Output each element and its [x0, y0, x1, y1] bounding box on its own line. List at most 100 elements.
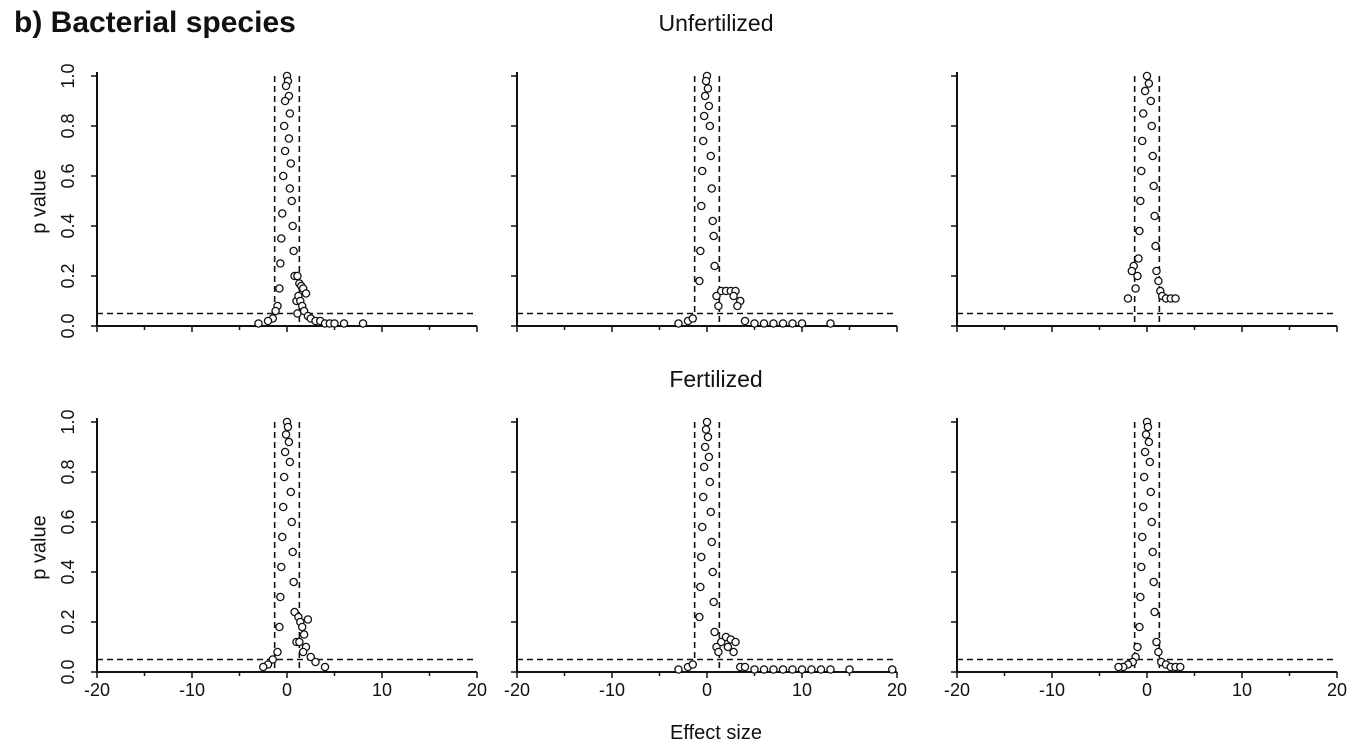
y-tick-label: 1.0 [58, 409, 78, 434]
x-axis-label: Effect size [670, 722, 762, 744]
x-tick-label: 10 [372, 680, 392, 700]
data-point [703, 432, 713, 442]
x-tick-label: 10 [1232, 680, 1252, 700]
data-point [688, 314, 698, 323]
data-point [708, 567, 717, 577]
data-point [293, 271, 302, 281]
data-point [286, 487, 296, 497]
data-point [1131, 284, 1140, 293]
data-point [268, 655, 277, 664]
data-point [263, 316, 273, 326]
data-point [287, 196, 296, 206]
data-point [697, 552, 706, 562]
data-point [759, 665, 769, 674]
data-point [1147, 121, 1157, 131]
data-point [1138, 136, 1147, 146]
data-point [740, 316, 750, 326]
data-point [698, 136, 708, 146]
data-point [1137, 562, 1146, 572]
data-point [1152, 266, 1161, 276]
data-point [709, 231, 718, 241]
data-point [306, 652, 315, 662]
y-tick-label: 0.0 [58, 313, 78, 338]
data-point [358, 319, 368, 328]
data-point [1138, 502, 1148, 512]
data-point [1144, 437, 1154, 447]
y-tick-label: 0.6 [58, 509, 78, 534]
data-point [705, 121, 715, 131]
data-point [688, 660, 698, 669]
x-tick-label: 0 [282, 680, 292, 700]
data-point [674, 665, 683, 674]
data-point [710, 261, 719, 271]
data-point [1147, 517, 1157, 527]
data-point [1134, 254, 1143, 263]
data-point [1127, 266, 1137, 276]
x-tick-label: -20 [504, 680, 530, 700]
data-point [714, 647, 723, 657]
data-point [769, 319, 778, 328]
data-point [277, 234, 286, 243]
data-point [699, 111, 709, 121]
data-point [277, 209, 287, 218]
data-point [740, 662, 750, 672]
data-point [278, 171, 288, 181]
data-point [707, 184, 717, 193]
data-point [288, 547, 297, 557]
data-point [1114, 662, 1123, 672]
data-point [717, 637, 726, 647]
data-point [277, 562, 286, 572]
data-point [1146, 487, 1156, 497]
data-point [281, 430, 291, 439]
data-point [271, 306, 280, 316]
data-point [1135, 622, 1144, 632]
data-point [1146, 96, 1156, 106]
data-point [710, 627, 719, 637]
data-point [284, 134, 294, 143]
data-point [759, 319, 769, 328]
data-point [339, 319, 349, 328]
data-point [275, 622, 284, 632]
data-point [1123, 294, 1133, 303]
data-point [700, 442, 710, 452]
data-point [696, 246, 705, 256]
x-tick-label: 20 [1327, 680, 1347, 700]
data-point [706, 151, 716, 161]
data-point [303, 615, 313, 624]
data-point [281, 81, 291, 91]
data-point [733, 301, 742, 311]
data-point [888, 665, 897, 674]
data-point [285, 184, 295, 193]
data-point [1150, 211, 1159, 221]
x-tick-label: -20 [84, 680, 110, 700]
data-point [276, 592, 285, 602]
data-point [695, 276, 704, 286]
data-point [701, 425, 711, 434]
data-point [280, 447, 290, 457]
data-point [1171, 294, 1180, 303]
data-point [788, 665, 797, 674]
data-point [1140, 447, 1150, 457]
data-point [320, 662, 330, 672]
data-point [697, 201, 706, 211]
panel-title: b) Bacterial species [14, 6, 296, 39]
data-point [712, 291, 721, 301]
data-point [704, 452, 714, 462]
data-point [826, 665, 835, 674]
y-tick-label: 0.8 [58, 459, 78, 484]
data-point [723, 642, 733, 652]
data-point [714, 301, 723, 311]
y-tick-label: 0.4 [58, 559, 78, 584]
data-point [330, 319, 339, 328]
data-point [254, 319, 263, 328]
data-point [778, 319, 788, 328]
data-point [708, 216, 717, 226]
data-point [674, 319, 683, 328]
data-point [1148, 547, 1157, 557]
x-tick-label: 20 [887, 680, 907, 700]
row-title-bottom: Fertilized [669, 366, 763, 392]
data-point [283, 422, 293, 432]
data-point [797, 665, 807, 674]
data-point [701, 76, 711, 86]
